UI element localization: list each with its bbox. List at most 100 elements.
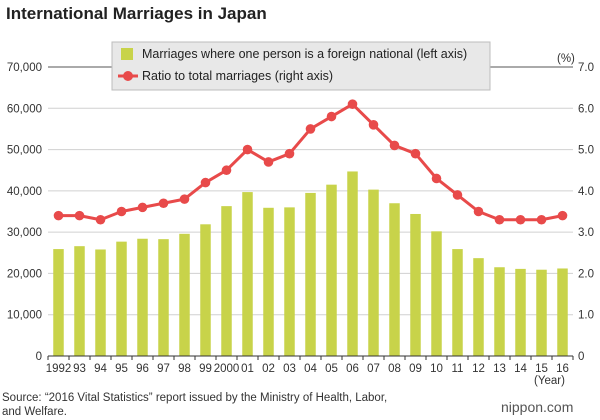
ratio-point [410, 148, 421, 159]
bar [326, 184, 337, 356]
right-axis-tick-label: 4.0 [578, 186, 594, 198]
ratio-point [158, 198, 169, 209]
bar [494, 267, 505, 356]
right-axis-unit: (%) [557, 53, 575, 65]
ratio-point [74, 210, 85, 221]
ratio-point [200, 177, 211, 188]
x-tick-label: 96 [136, 363, 149, 375]
ratio-point [284, 148, 295, 159]
x-tick-label: 93 [73, 363, 86, 375]
bar-series [53, 171, 568, 356]
x-tick-label: 1992 [46, 363, 72, 375]
bar [179, 233, 190, 356]
right-axis-tick-label: 3.0 [578, 227, 594, 239]
ratio-point [368, 120, 379, 130]
left-axis-tick-label: 60,000 [7, 103, 42, 115]
bar [515, 268, 526, 356]
ratio-point [494, 214, 505, 225]
ratio-point [137, 202, 148, 213]
bar [347, 171, 358, 356]
x-tick-label: 11 [452, 363, 464, 375]
left-axis-tick-label: 20,000 [7, 268, 42, 280]
ratio-point [263, 157, 274, 167]
x-tick-label: 02 [262, 363, 275, 375]
x-tick-label: 12 [472, 363, 485, 375]
x-tick-label: 05 [325, 363, 338, 375]
line-series [53, 99, 568, 225]
axes: 0 10,000 20,000 30,000 40,000 50,000 60,000 70,… [7, 62, 594, 375]
ratio-point [536, 214, 547, 225]
legend-line-marker [123, 71, 133, 81]
x-tick-label: 09 [409, 363, 422, 375]
x-tick-label: 98 [178, 363, 191, 375]
left-axis-tick-label: 50,000 [7, 145, 42, 157]
bar [263, 207, 274, 356]
left-axis-tick-label: 30,000 [7, 227, 42, 239]
ratio-point [326, 111, 337, 122]
ratio-point [179, 194, 190, 204]
bar [536, 269, 547, 356]
right-axis-tick-label: 1.0 [578, 310, 594, 322]
brand-logo: nippon.com [501, 399, 573, 415]
bar [158, 239, 169, 356]
right-axis-tick-label: 6.0 [578, 103, 594, 115]
left-axis-tick-label: 40,000 [7, 186, 42, 198]
bar [473, 258, 484, 356]
ratio-point [95, 214, 106, 225]
x-tick-label: 14 [514, 363, 527, 375]
legend: Marriages where one person is a foreign … [111, 41, 491, 91]
bar [137, 238, 148, 356]
x-tick-label: 16 [556, 363, 569, 375]
x-tick-label: 95 [115, 363, 128, 375]
right-axis-tick-label: 7.0 [578, 62, 594, 74]
left-axis-tick-label: 70,000 [7, 62, 42, 74]
x-tick-label: 2000 [214, 363, 240, 375]
x-tick-label: 04 [304, 363, 317, 375]
ratio-point [473, 206, 484, 217]
chart-title: International Marriages in Japan [6, 4, 267, 23]
ratio-point [53, 210, 64, 221]
x-tick-label: 01 [241, 363, 254, 375]
bar [95, 249, 106, 356]
x-tick-label: 13 [493, 363, 506, 375]
x-tick-label: 08 [388, 363, 401, 375]
bar [305, 192, 316, 356]
bar [431, 231, 442, 356]
source-line-2: and Welfare. [2, 406, 67, 418]
x-tick-label: 03 [283, 363, 296, 375]
bar [557, 268, 568, 356]
source-line-1: Source: “2016 Vital Statistics” report i… [2, 392, 387, 404]
ratio-point [116, 206, 127, 217]
bar [389, 203, 400, 356]
ratio-point [557, 210, 568, 221]
left-axis-tick-label: 10,000 [7, 310, 42, 322]
x-tick-label: 07 [367, 363, 380, 375]
x-tick-label: 06 [346, 363, 359, 375]
ratio-point [347, 99, 358, 109]
bar [74, 246, 85, 356]
legend-bar-label: Marriages where one person is a foreign … [142, 47, 467, 61]
ratio-point [305, 124, 316, 134]
x-tick-label: 99 [199, 363, 212, 375]
ratio-point [452, 190, 463, 200]
ratio-point [389, 140, 400, 151]
ratio-point [431, 173, 442, 184]
ratio-point [221, 165, 232, 176]
x-axis-label: (Year) [534, 375, 565, 387]
bar [53, 249, 64, 356]
bar [116, 241, 127, 356]
right-axis-tick-label: 0 [578, 351, 584, 363]
bar [221, 206, 232, 356]
x-tick-label: 94 [94, 363, 107, 375]
bar [452, 249, 463, 356]
x-tick-label: 97 [157, 363, 170, 375]
bar [284, 207, 295, 356]
legend-bar-swatch [121, 48, 133, 60]
legend-line-label: Ratio to total marriages (right axis) [142, 69, 333, 83]
bar [410, 213, 421, 356]
right-axis-tick-label: 2.0 [578, 268, 594, 280]
legend-box [111, 41, 491, 91]
left-axis-tick-label: 0 [36, 351, 42, 363]
bar [368, 189, 379, 356]
